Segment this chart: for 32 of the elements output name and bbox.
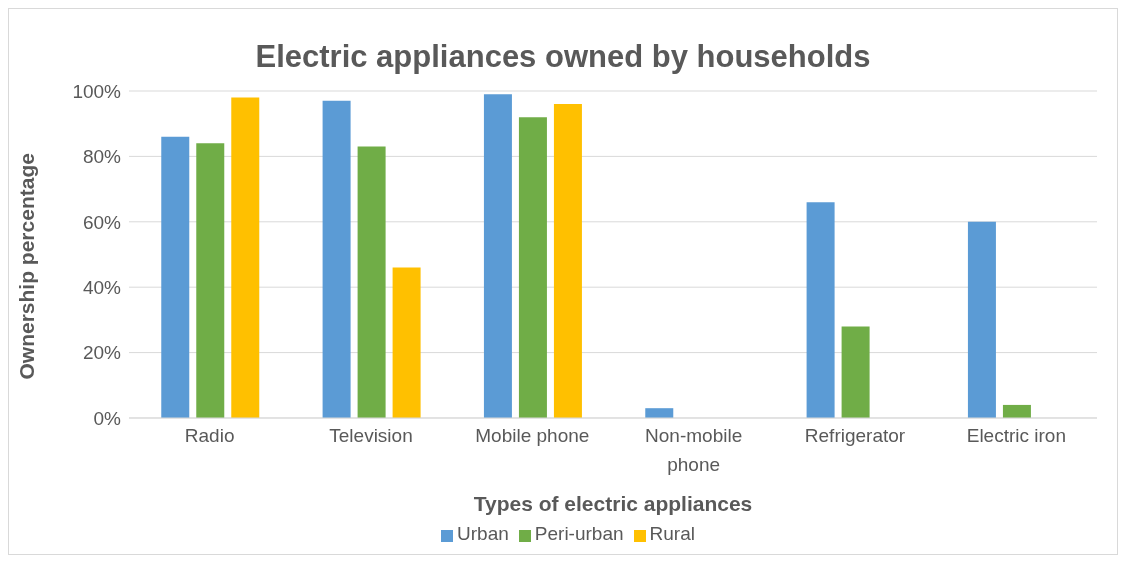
- bar: [967, 221, 996, 418]
- bar: [231, 97, 260, 418]
- x-axis-title: Types of electric appliances: [473, 492, 753, 515]
- bar: [645, 408, 674, 418]
- bar: [196, 143, 225, 418]
- bar: [322, 100, 351, 418]
- bar: [553, 104, 582, 418]
- x-tick-label: Electric iron: [966, 425, 1066, 446]
- x-tick-label: Television: [329, 425, 413, 446]
- bar: [392, 267, 421, 418]
- x-tick-label: Radio: [184, 425, 235, 446]
- bar: [161, 136, 190, 418]
- y-tick-label: 60%: [82, 211, 122, 233]
- legend-label: Peri-urban: [534, 523, 624, 544]
- y-tick-label: 20%: [82, 342, 122, 364]
- y-tick-label: 100%: [72, 80, 122, 102]
- bar: [841, 326, 870, 418]
- y-axis-title: Ownership percentage: [15, 153, 39, 380]
- legend-label: Rural: [649, 523, 695, 544]
- legend-label: Urban: [457, 523, 509, 544]
- x-tick-label: Non-mobile phone: [645, 425, 743, 475]
- bar: [357, 146, 386, 418]
- chart-title: Electric appliances owned by households: [254, 39, 872, 75]
- bar: [806, 202, 835, 418]
- y-tick-label: 80%: [82, 146, 122, 168]
- x-tick-label: Refrigerator: [804, 425, 906, 446]
- y-tick-label: 0%: [93, 407, 122, 429]
- bar: [518, 117, 547, 418]
- bar: [1002, 404, 1031, 418]
- bar: [483, 94, 512, 418]
- y-tick-label: 40%: [82, 276, 122, 298]
- x-tick-label: Mobile phone: [475, 425, 590, 446]
